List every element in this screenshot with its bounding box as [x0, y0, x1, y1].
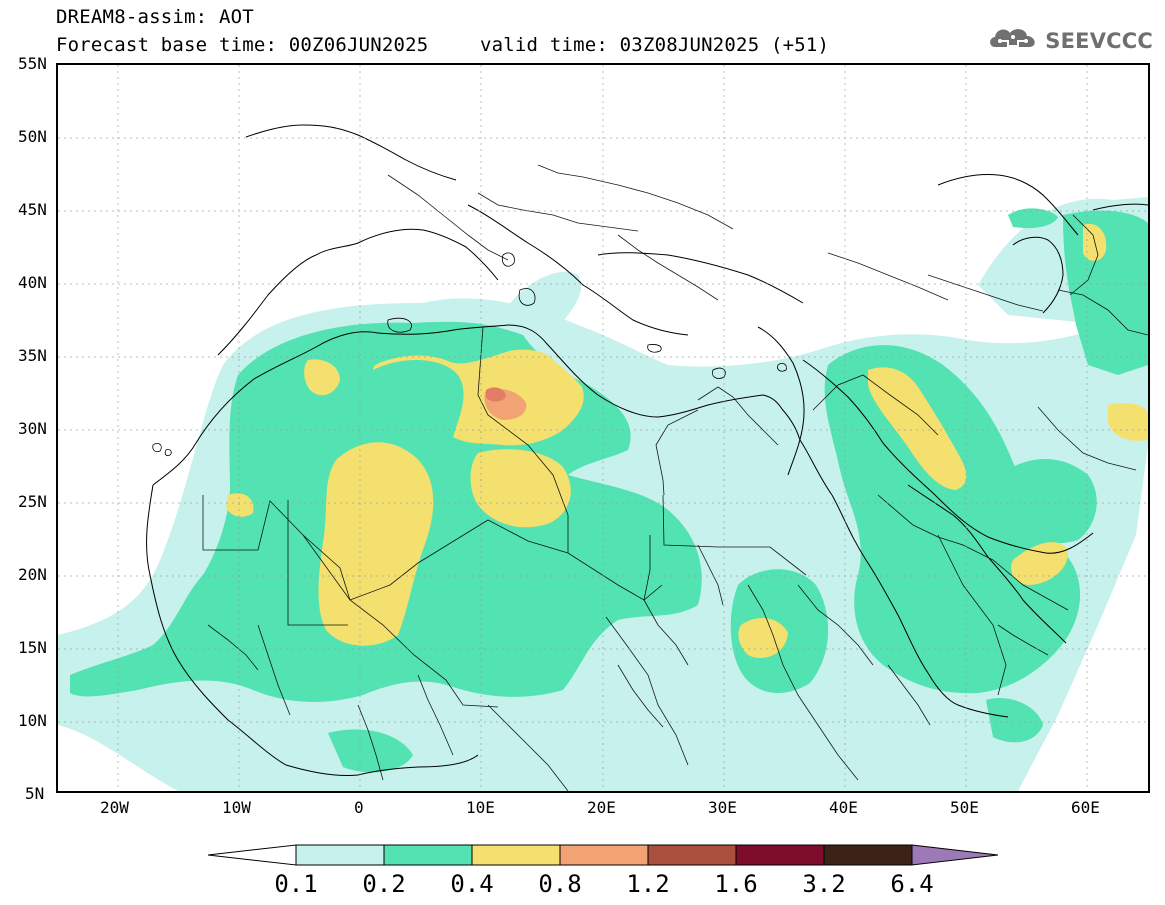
- legend-right-triangle: [911, 844, 998, 866]
- legend-label-1-2: 1.2: [626, 870, 670, 898]
- title-line: DREAM8-assim: AOT: [56, 6, 254, 28]
- legend-swatch-3-2: [823, 844, 913, 866]
- lat-tick-30n: 30N: [18, 419, 47, 438]
- lon-tick-0: 0: [354, 798, 364, 817]
- legend-swatch-0-4: [471, 844, 561, 866]
- valid-time-line: valid time: 03Z08JUN2025 (+51): [480, 34, 830, 56]
- legend-swatch-1-6: [735, 844, 825, 866]
- country-borders: [202, 164, 1148, 791]
- lat-tick-15n: 15N: [18, 638, 47, 657]
- lon-tick-30e: 30E: [708, 798, 737, 817]
- legend-label-0-8: 0.8: [538, 870, 582, 898]
- cloud-icon: [987, 23, 1041, 58]
- lat-tick-50n: 50N: [18, 127, 47, 146]
- lon-tick-60e: 60E: [1071, 798, 1100, 817]
- legend-label-6-4: 6.4: [890, 870, 934, 898]
- legend-swatch-0-8: [559, 844, 649, 866]
- base-time-line: Forecast base time: 00Z06JUN2025: [56, 34, 429, 56]
- lon-tick-10w: 10W: [222, 798, 251, 817]
- lat-tick-55n: 55N: [18, 54, 47, 73]
- aot-0-8-band: [484, 387, 527, 420]
- lon-tick-10e: 10E: [466, 798, 495, 817]
- lat-tick-10n: 10N: [18, 711, 47, 730]
- lat-tick-45n: 45N: [18, 200, 47, 219]
- lon-tick-50e: 50E: [950, 798, 979, 817]
- legend-label-1-6: 1.6: [714, 870, 758, 898]
- map-canvas: [58, 65, 1148, 791]
- lat-tick-20n: 20N: [18, 565, 47, 584]
- legend-swatch-1-2: [647, 844, 737, 866]
- legend-swatch-0-1: [295, 844, 385, 866]
- coastlines: [146, 124, 1148, 776]
- aot-0-4-band: [226, 223, 1148, 659]
- lat-lon-grid: [58, 65, 1148, 791]
- lon-tick-20w: 20W: [100, 798, 129, 817]
- legend-label-0-2: 0.2: [362, 870, 406, 898]
- lat-tick-35n: 35N: [18, 346, 47, 365]
- color-legend: 0.1 0.2 0.4 0.8 1.2 1.6 3.2 6.4: [208, 842, 998, 896]
- islands: [152, 252, 787, 457]
- map-frame: [56, 63, 1150, 793]
- legend-label-3-2: 3.2: [802, 870, 846, 898]
- logo: SEEVCCC: [987, 23, 1153, 58]
- legend-swatch-0-2: [383, 844, 473, 866]
- lat-tick-5n: 5N: [25, 784, 45, 803]
- legend-label-0-1: 0.1: [274, 870, 318, 898]
- legend-label-0-4: 0.4: [450, 870, 494, 898]
- lon-tick-20e: 20E: [587, 798, 616, 817]
- legend-left-triangle: [208, 844, 297, 866]
- logo-text: SEEVCCC: [1045, 28, 1153, 53]
- legend-bar: [208, 844, 998, 866]
- lat-tick-40n: 40N: [18, 273, 47, 292]
- lon-tick-40e: 40E: [829, 798, 858, 817]
- lat-tick-25n: 25N: [18, 492, 47, 511]
